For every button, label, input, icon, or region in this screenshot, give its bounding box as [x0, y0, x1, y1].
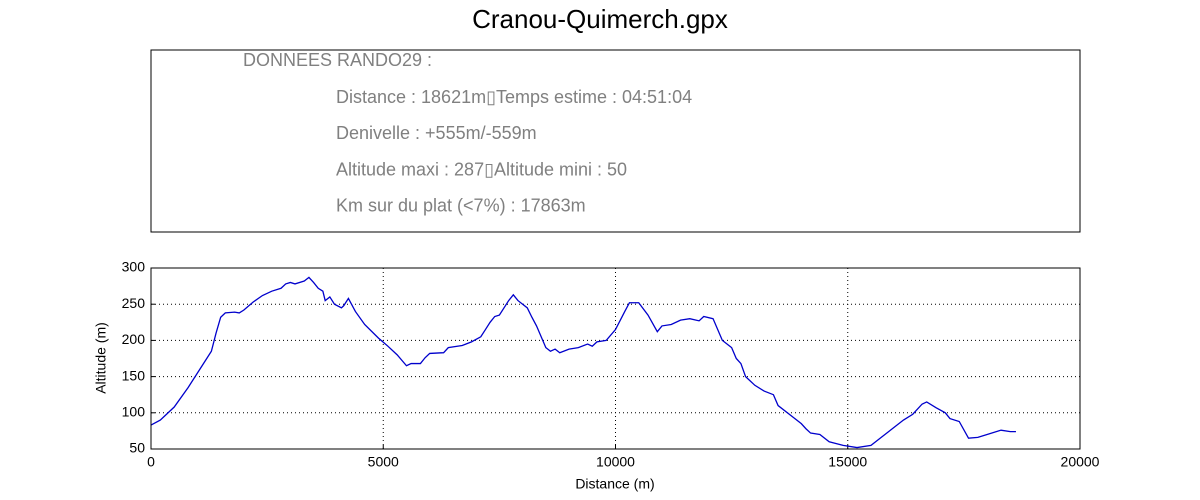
y-tick-label: 200 [122, 331, 146, 347]
y-tick-label: 300 [122, 259, 146, 275]
x-tick-label: 10000 [596, 454, 635, 470]
y-tick-label: 50 [129, 440, 145, 456]
plot-frame [150, 267, 1081, 450]
info-line: Km sur du plat (<7%) : 17863m [336, 196, 586, 216]
x-tick-label: 20000 [1061, 454, 1100, 470]
info-line: Distance : 18621m▯Temps estime : 04:51:0… [336, 87, 692, 107]
x-tick-label: 0 [147, 454, 155, 470]
chart-title: Cranou-Quimerch.gpx [472, 4, 728, 34]
y-tick-label: 150 [122, 367, 146, 383]
y-axis-label: Altitude (m) [93, 322, 109, 394]
y-tick-label: 100 [122, 404, 146, 420]
y-tick-label: 250 [122, 295, 146, 311]
info-box [150, 49, 1081, 233]
x-tick-label: 15000 [828, 454, 867, 470]
info-line: Altitude maxi : 287▯Altitude mini : 50 [336, 159, 627, 179]
altitude-line [150, 276, 1016, 449]
x-tick-label: 5000 [368, 454, 399, 470]
info-line: Denivelle : +555m/-559m [336, 123, 537, 143]
info-line: DONNEES RANDO29 : [243, 50, 432, 70]
x-axis-label: Distance (m) [575, 476, 654, 492]
